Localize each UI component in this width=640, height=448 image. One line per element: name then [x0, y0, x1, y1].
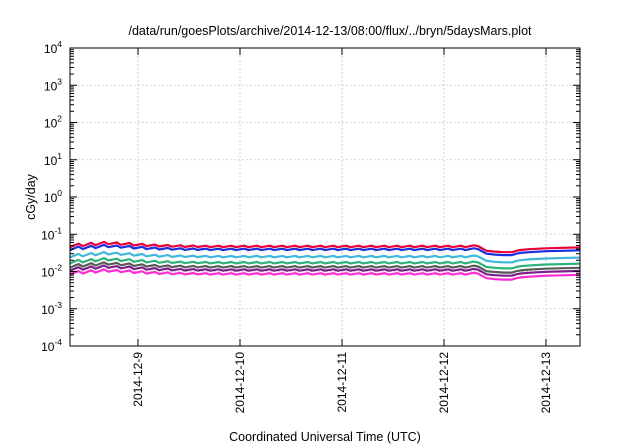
x-tick-label: 2014-12-11: [335, 352, 349, 413]
series-line-2: [69, 243, 581, 257]
x-tick-label: 2014-12-9: [131, 352, 145, 407]
chart-title: /data/run/goesPlots/archive/2014-12-13/0…: [128, 24, 532, 38]
y-tick-labels: 104 103 102 101 100 10-1 10-2 10-3 10-4: [41, 39, 62, 354]
y-tick-label: 10-2: [41, 263, 62, 280]
x-axis-label: Coordinated Universal Time (UTC): [229, 430, 421, 444]
y-tick-label: 100: [44, 188, 62, 205]
y-tick-label: 10-4: [41, 337, 62, 354]
y-tick-label: 102: [44, 114, 62, 131]
x-tick-label: 2014-12-10: [233, 352, 247, 414]
x-tick-labels: 2014-12-9 2014-12-10 2014-12-11 2014-12-12 2…: [131, 352, 553, 414]
grid: [70, 48, 580, 346]
series-line-5: [69, 261, 581, 274]
series-line-4: [69, 257, 581, 270]
series-line-1: [69, 240, 581, 254]
x-tick-label: 2014-12-13: [539, 352, 553, 414]
y-axis-label: cGy/day: [24, 173, 38, 220]
y-tick-label: 10-3: [41, 300, 62, 317]
series-line-3: [69, 250, 581, 264]
y-tick-label: 10-1: [41, 225, 62, 242]
y-tick-label: 104: [44, 39, 62, 56]
series-line-6: [69, 264, 581, 277]
series-line-7: [69, 268, 581, 281]
series-layer: [69, 240, 581, 281]
tick-marks: [70, 47, 580, 347]
y-tick-label: 103: [44, 76, 62, 93]
y-tick-label: 101: [44, 151, 62, 168]
x-tick-label: 2014-12-12: [437, 352, 451, 414]
